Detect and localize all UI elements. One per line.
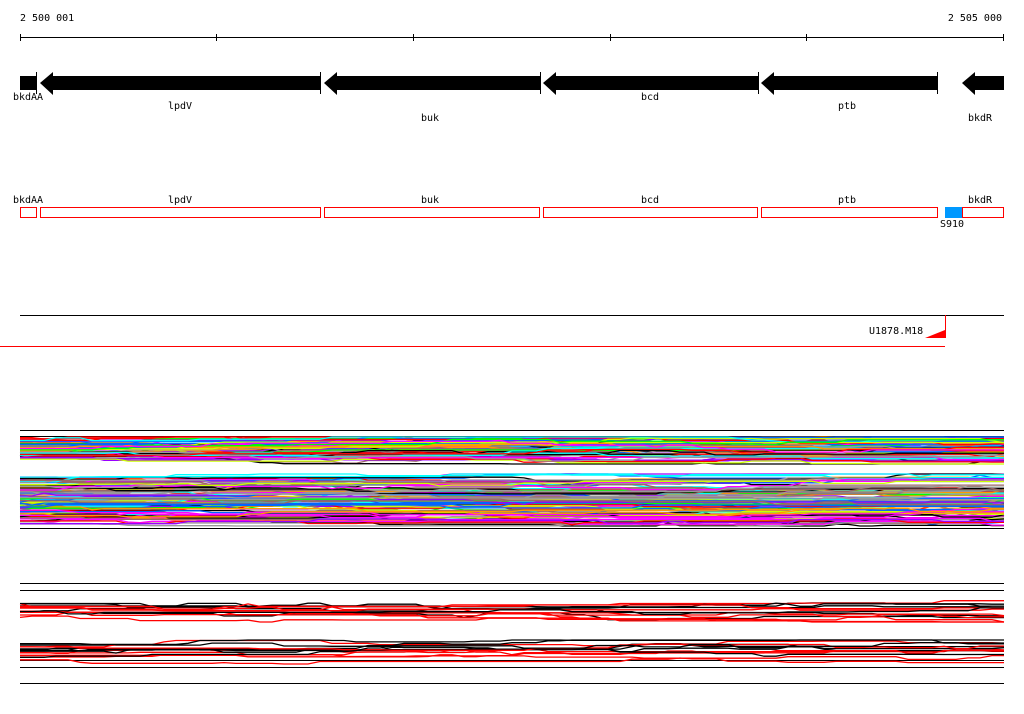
profile-line [20, 518, 1004, 527]
profile-line [20, 439, 1004, 453]
feature-label: buk [420, 195, 440, 206]
profile-line [20, 492, 1004, 502]
profile-line [20, 508, 1004, 520]
feature-label: ptb [837, 195, 857, 206]
profile-line [20, 603, 1004, 611]
profile-line [20, 641, 1004, 658]
profile-line [20, 485, 1004, 495]
feature-label: bkdAA [12, 195, 44, 206]
gene-label: ptb [837, 101, 857, 112]
s910-label: S910 [939, 219, 965, 230]
profile-plots [19, 436, 1005, 665]
profile-line [20, 494, 1004, 501]
gene-buk [324, 72, 540, 95]
feature-label: lpdV [167, 195, 193, 206]
profile-line [20, 607, 1004, 615]
feature-boxes[interactable] [20, 207, 1004, 218]
feature-label: bkdR [967, 195, 993, 206]
gene-label: bkdAA [12, 92, 44, 103]
feature-label: bcd [640, 195, 660, 206]
profile-line [20, 479, 1005, 492]
gene-bkdR [962, 72, 1004, 95]
profile-line [20, 456, 1005, 463]
gene-label: lpdV [167, 101, 193, 112]
profile-line [20, 639, 1004, 646]
ruler-end-label: 2 505 000 [947, 13, 1002, 24]
gene-bkdAA [20, 76, 36, 90]
profile-line [20, 451, 1004, 462]
frame-lines [20, 430, 1004, 684]
gene-arrows[interactable] [20, 72, 1004, 95]
gene-label: buk [420, 113, 440, 124]
gene-label: bkdR [967, 113, 993, 124]
alignment-label[interactable]: U1878.M18 [869, 326, 924, 337]
profile-line [20, 509, 1004, 522]
profile-line [20, 438, 1004, 451]
gene-lpdV [40, 72, 320, 95]
s910-marker [945, 207, 962, 218]
profile-line [20, 458, 1004, 465]
profile-line [20, 643, 1004, 651]
profile-line [20, 480, 1004, 487]
profile-line [20, 506, 1004, 516]
alignment-track[interactable] [0, 315, 1004, 347]
profile-line [19, 499, 1004, 506]
ruler [20, 34, 1004, 41]
profile-line [20, 484, 1004, 495]
profile-line [20, 473, 1004, 478]
gene-bcd [543, 72, 758, 95]
gene-label: bcd [640, 92, 660, 103]
profile-line [20, 446, 1004, 456]
profile-line [20, 657, 1004, 665]
profile-line [20, 639, 1005, 648]
profile-line [20, 507, 1004, 518]
ruler-start-label: 2 500 001 [20, 13, 75, 24]
profile-line [19, 502, 1004, 509]
profile-line [20, 518, 1004, 525]
gene-ptb [761, 72, 937, 95]
